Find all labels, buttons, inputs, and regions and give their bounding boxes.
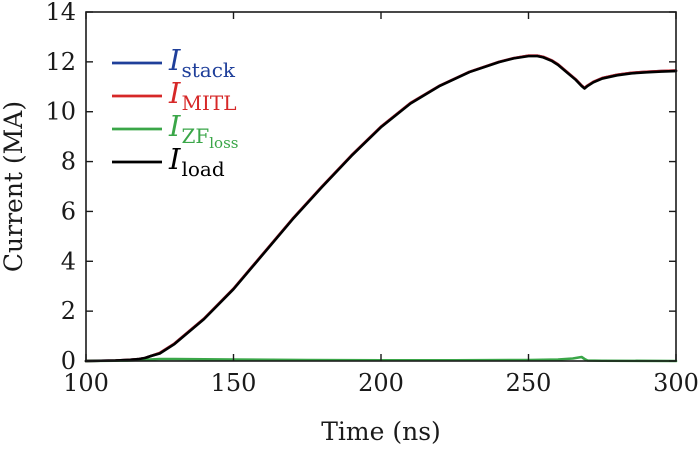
- y-axis-label: Current (MA): [0, 101, 28, 272]
- x-tick-label: 250: [506, 369, 552, 397]
- x-tick-label: 100: [63, 369, 109, 397]
- x-tick-label: 150: [211, 369, 257, 397]
- legend-item-i-load: Iload: [112, 142, 225, 181]
- x-tick-label: 300: [653, 369, 699, 397]
- y-tick-label: 4: [61, 247, 76, 275]
- y-tick-label: 12: [45, 48, 76, 76]
- y-tick-label: 6: [61, 197, 76, 225]
- y-tick-label: 14: [45, 0, 76, 26]
- y-tick-label: 2: [61, 297, 76, 325]
- legend-label: IMITL: [168, 76, 236, 115]
- x-tick-label: 200: [358, 369, 404, 397]
- y-tick-label: 0: [61, 347, 76, 375]
- y-tick-label: 10: [45, 98, 76, 126]
- legend-label: Istack: [168, 43, 236, 82]
- x-axis-label: Time (ns): [321, 417, 441, 445]
- series-line-i-load: [84, 54, 678, 363]
- legend-item-i-zfloss: IZFloss: [112, 109, 238, 152]
- legend-item-i-mitl: IMITL: [112, 76, 236, 115]
- y-tick-label: 8: [61, 148, 76, 176]
- legend-label: Iload: [168, 142, 225, 181]
- legend-item-i-stack: Istack: [112, 43, 236, 82]
- ticks-layer: 100 150 200 250 300 0 2 4 6 8 10 12 14: [45, 0, 698, 397]
- legend-label: IZFloss: [168, 109, 238, 152]
